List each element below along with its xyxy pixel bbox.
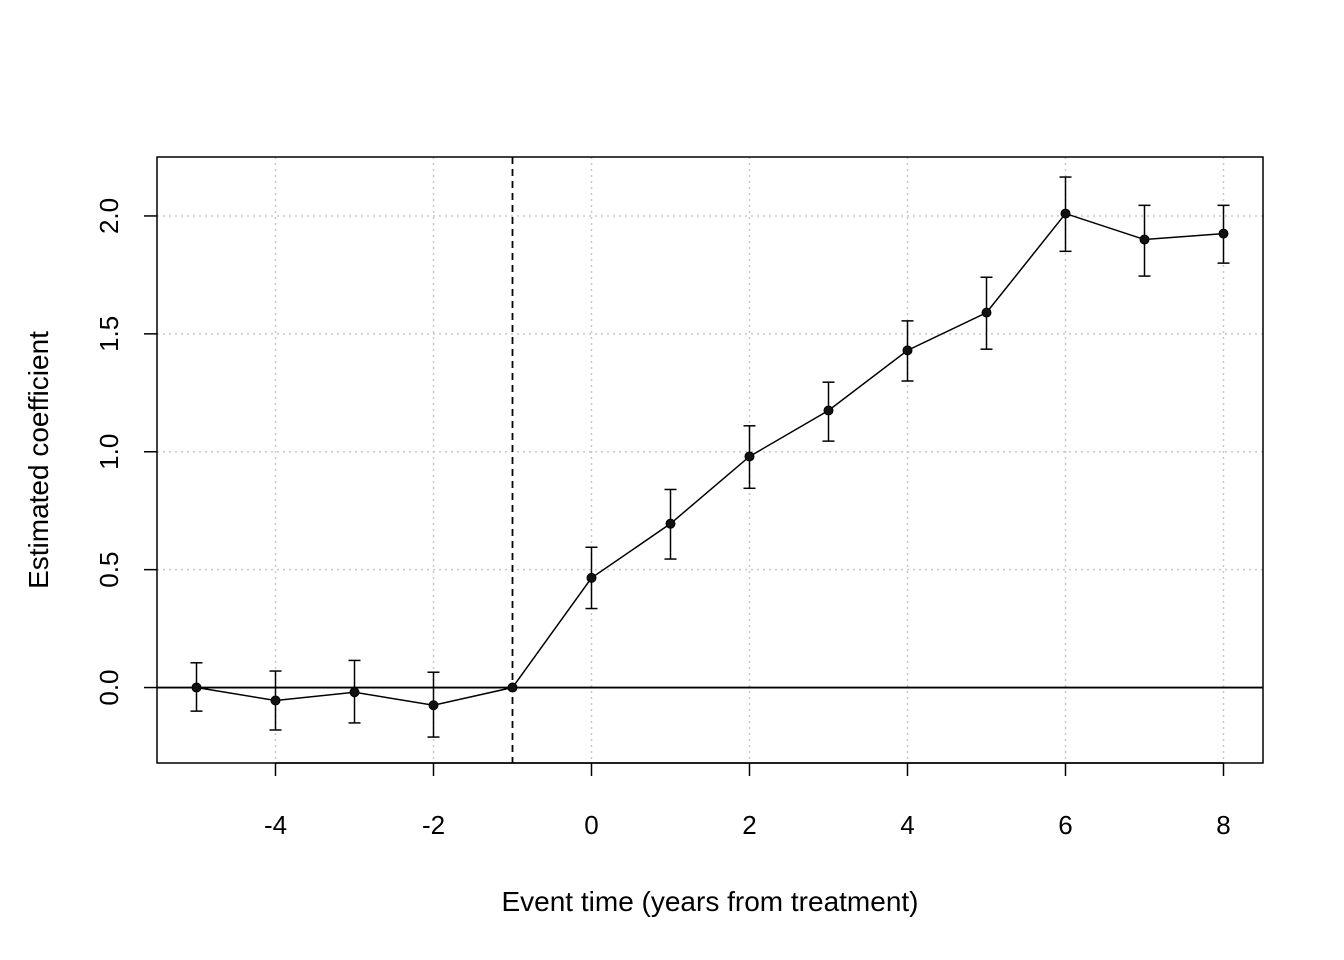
data-point <box>586 572 597 583</box>
x-tick-label: 6 <box>1058 810 1072 840</box>
data-point <box>744 451 755 462</box>
data-point <box>1218 228 1229 239</box>
grid-lines <box>157 157 1263 763</box>
y-axis: 0.0 0.5 1.0 1.5 2.0 <box>94 198 157 706</box>
x-tick-label: 8 <box>1216 810 1230 840</box>
x-tick-label: 4 <box>900 810 914 840</box>
data-point <box>902 345 913 356</box>
data-point <box>270 695 281 706</box>
data-point <box>191 682 202 693</box>
y-tick-label: 1.5 <box>94 316 124 352</box>
x-tick-label: -4 <box>264 810 287 840</box>
reference-lines <box>157 157 1263 763</box>
y-tick-label: 0.5 <box>94 552 124 588</box>
y-tick-label: 0.0 <box>94 669 124 705</box>
error-bars <box>190 176 1230 738</box>
data-point <box>823 405 834 416</box>
data-point <box>428 700 439 711</box>
y-axis-label: Estimated coefficient <box>23 331 54 589</box>
data-point <box>665 518 676 529</box>
x-axis: -4 -2 0 2 4 6 8 <box>264 762 1231 840</box>
x-axis-label: Event time (years from treatment) <box>501 886 918 917</box>
y-tick-label: 2.0 <box>94 198 124 234</box>
data-point <box>981 307 992 318</box>
data-point <box>349 687 360 698</box>
x-tick-label: -2 <box>422 810 445 840</box>
y-tick-label: 1.0 <box>94 434 124 470</box>
data-point <box>1139 234 1150 245</box>
plot-frame <box>156 156 1264 764</box>
x-tick-label: 0 <box>584 810 598 840</box>
series <box>191 208 1229 711</box>
data-point <box>1060 208 1071 219</box>
series-line <box>196 212 1224 706</box>
x-tick-label: 2 <box>742 810 756 840</box>
data-point <box>507 682 518 693</box>
